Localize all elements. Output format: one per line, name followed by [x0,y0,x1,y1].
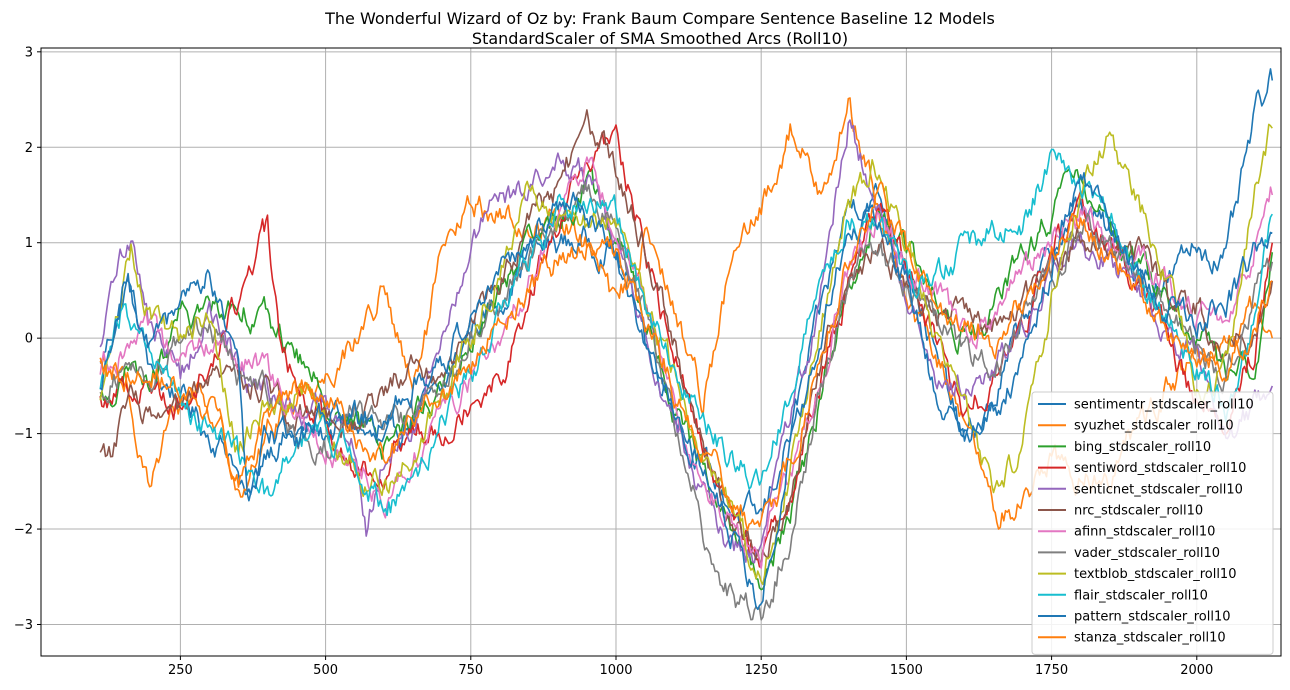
series-line-pattern_stdscaler_roll10 [99,172,1273,611]
series-line-nrc_stdscaler_roll10 [99,109,1274,564]
legend-label: nrc_stdscaler_roll10 [1074,504,1203,519]
series-line-sentimentr_stdscaler_roll10 [99,68,1274,523]
x-tick-label: 2000 [1180,663,1213,678]
x-tick-label: 750 [458,663,483,678]
legend-box [1031,391,1274,655]
x-tick-label: 1000 [599,663,632,678]
legend-label: bing_stdscaler_roll10 [1074,440,1211,455]
legend-label: sentimentr_stdscaler_roll10 [1074,398,1254,413]
series-line-vader_stdscaler_roll10 [99,181,1274,621]
chart-title: The Wonderful Wizard of Oz by: Frank Bau… [324,9,995,28]
legend: sentimentr_stdscaler_roll10 syuzhet_stdsc… [1031,391,1274,655]
legend-label: textblob_stdscaler_roll10 [1074,567,1236,582]
y-tick-label: 3 [25,45,33,60]
tick-layer: 250 500 750 1000 1250 1500 1750 2000 3 2 1 0 −1 −2 −3 [14,45,1214,678]
y-tick-label: −3 [14,618,33,633]
x-tick-label: 1250 [745,663,778,678]
x-tick-label: 250 [168,663,193,678]
legend-label: syuzhet_stdscaler_roll10 [1074,419,1234,434]
x-tick-label: 500 [313,663,338,678]
legend-label: senticnet_stdscaler_roll10 [1074,482,1243,497]
legend-label: pattern_stdscaler_roll10 [1074,610,1231,625]
plot-frame [40,47,1282,657]
y-tick-label: 0 [25,332,33,347]
series-layer [99,68,1274,621]
legend-label: sentiword_stdscaler_roll10 [1074,461,1246,476]
x-tick-label: 1500 [890,663,923,678]
y-tick-label: −2 [14,523,33,538]
y-tick-label: 2 [25,141,33,156]
legend-label: afinn_stdscaler_roll10 [1074,525,1215,540]
y-tick-label: 1 [25,236,33,251]
legend-label: flair_stdscaler_roll10 [1074,588,1208,603]
x-tick-label: 1750 [1035,663,1068,678]
y-tick-label: −1 [14,427,33,442]
series-line-textblob_stdscaler_roll10 [99,123,1273,586]
series-line-stanza_stdscaler_roll10 [99,181,1273,532]
chart-subtitle: StandardScaler of SMA Smoothed Arcs (Rol… [472,29,848,48]
legend-label: stanza_stdscaler_roll10 [1074,631,1226,646]
legend-label: vader_stdscaler_roll10 [1074,546,1220,561]
